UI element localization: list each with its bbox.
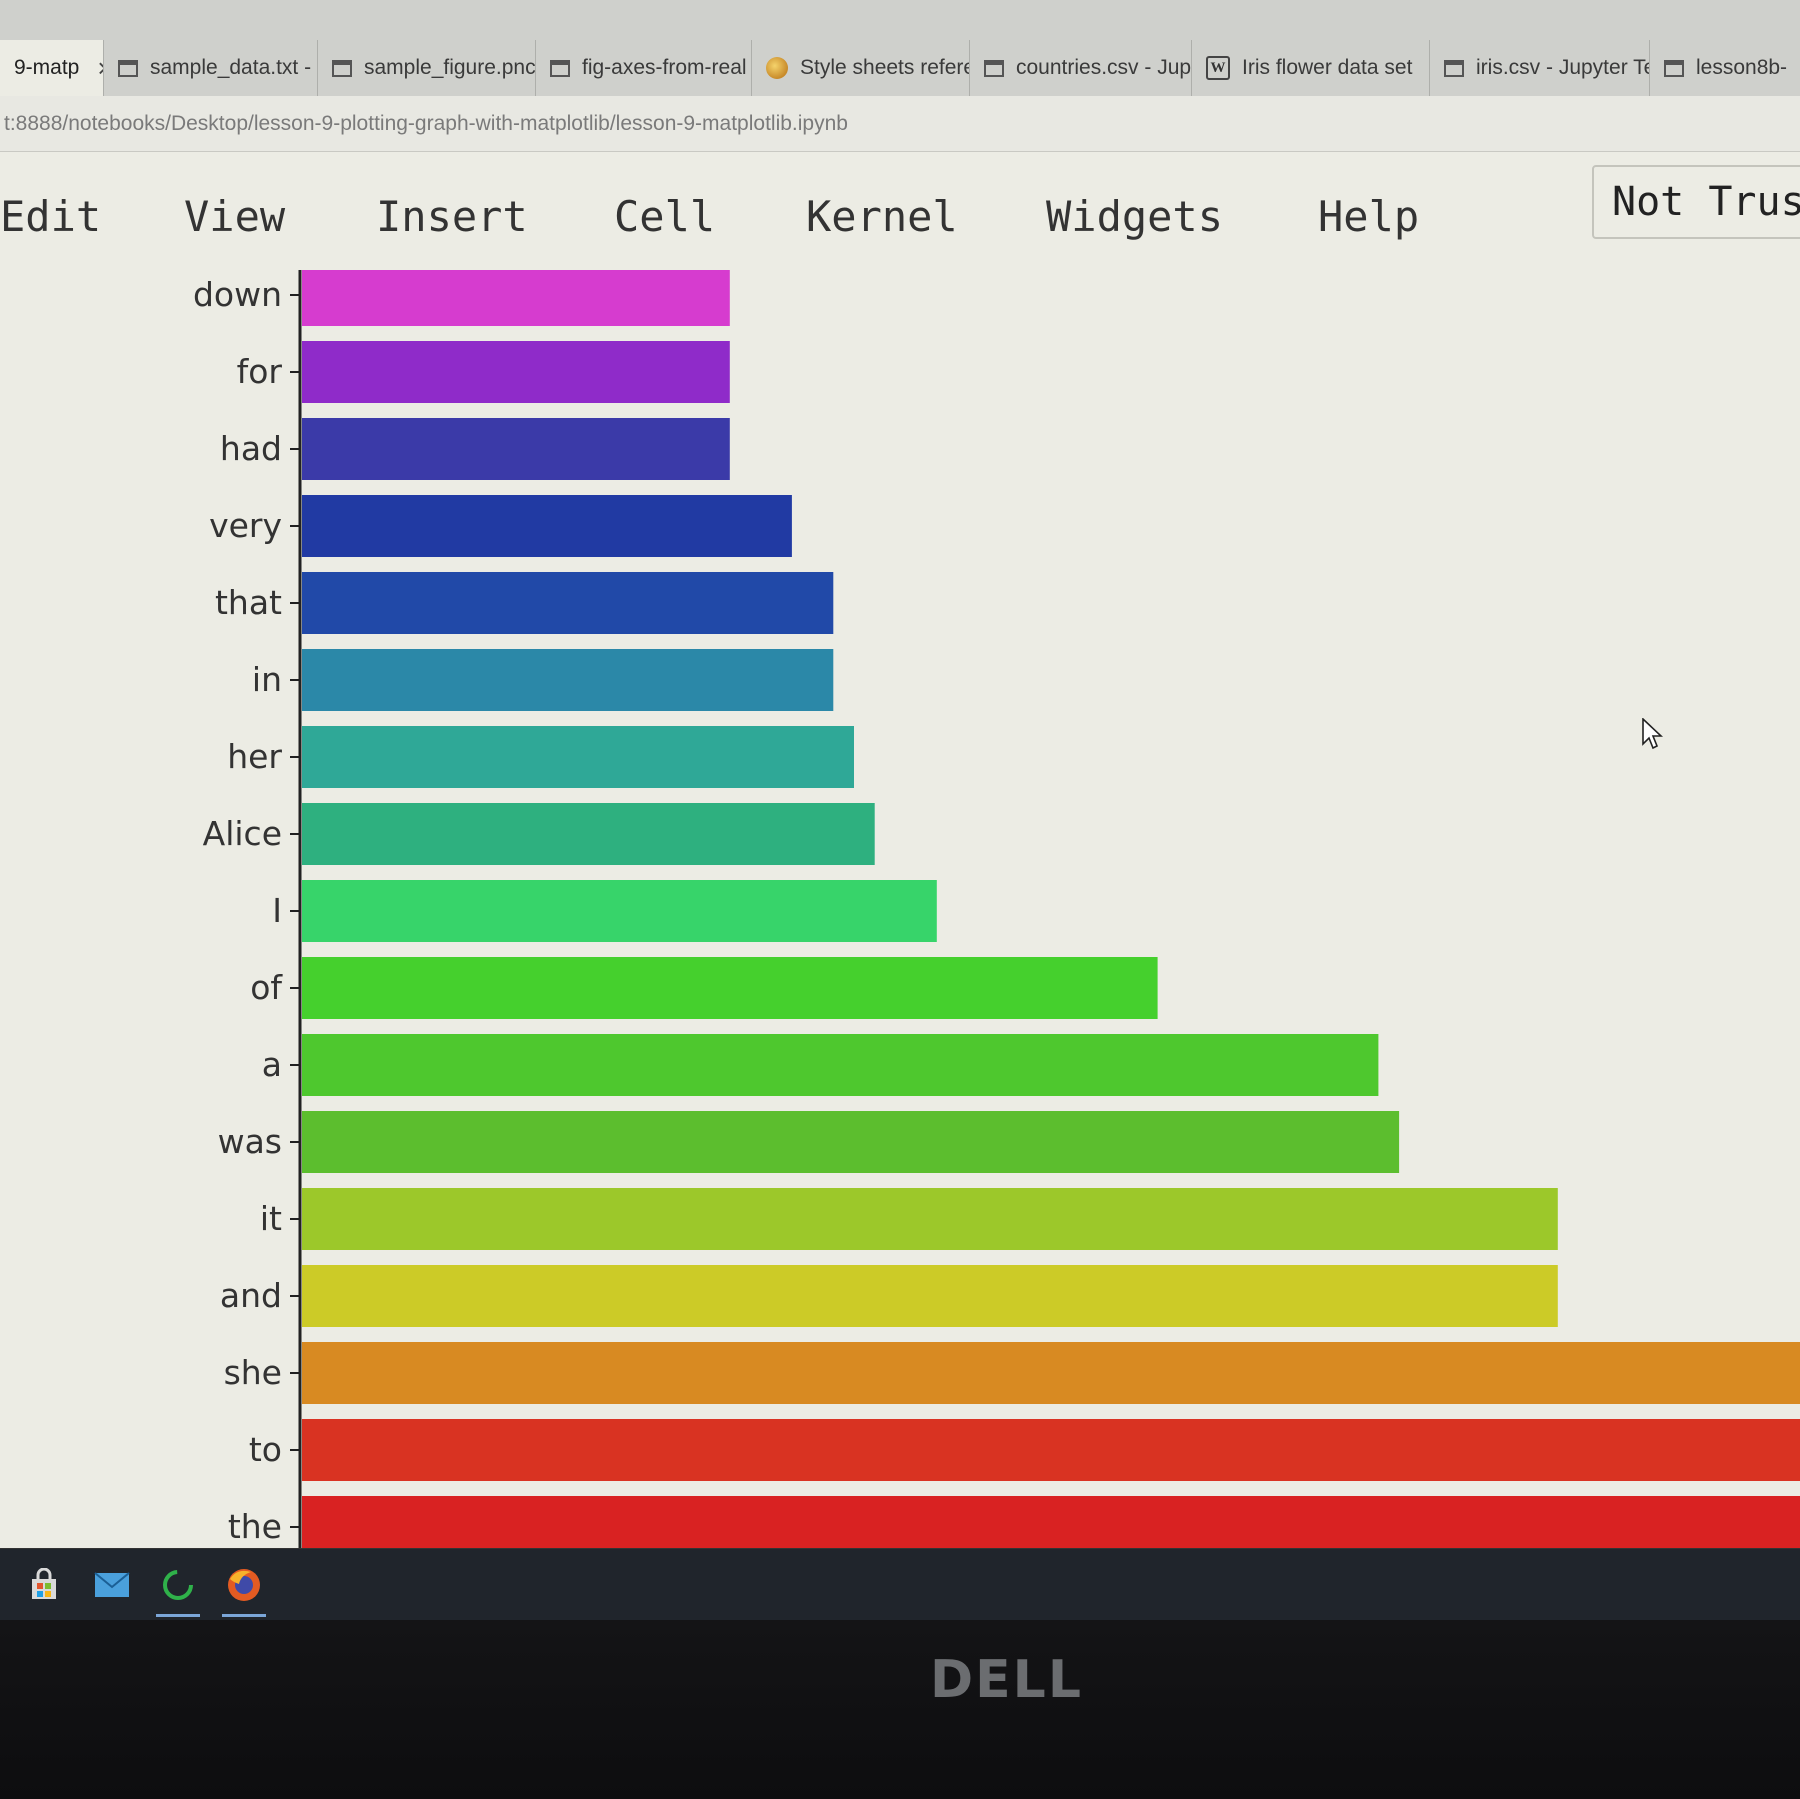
address-url: t:8888/notebooks/Desktop/lesson-9-plotti…	[4, 112, 848, 135]
y-tick-label: Alice	[203, 814, 282, 853]
browser-tab[interactable]: 9-matp ×	[0, 40, 104, 96]
browser-tab-label: countries.csv - Jup	[1016, 56, 1192, 79]
mouse-cursor-icon	[1642, 718, 1664, 750]
bar-in	[302, 649, 834, 711]
browser-tab-label: Iris flower data set	[1242, 56, 1413, 79]
y-tick-label: down	[193, 275, 282, 314]
jupyter-icon[interactable]	[152, 1559, 204, 1617]
browser-tab-label: lesson8b-	[1696, 56, 1788, 79]
y-tick-label: for	[237, 352, 283, 391]
jupyter-menubar: Edit View Insert Cell Kernel Widgets Hel…	[0, 152, 1800, 270]
store-icon[interactable]	[18, 1559, 70, 1611]
y-tick-label: of	[250, 968, 283, 1007]
page-icon	[332, 59, 352, 77]
monitor-brand-logo: DELL	[930, 1650, 1083, 1710]
browser-tab[interactable]: sample_figure.pnc	[318, 40, 536, 96]
y-tick-label: it	[260, 1199, 282, 1238]
y-tick-label: her	[227, 737, 282, 776]
bar-had	[302, 418, 730, 480]
browser-tab-label: sample_data.txt -	[150, 56, 312, 79]
monitor-bezel	[0, 1620, 1800, 1799]
browser-tab[interactable]: Style sheets refere	[752, 40, 970, 96]
bar-her	[302, 726, 854, 788]
page-icon	[550, 59, 570, 77]
y-tick-label: very	[209, 506, 282, 545]
browser-tab[interactable]: fig-axes-from-real	[536, 40, 752, 96]
browser-tab[interactable]: lesson8b-	[1650, 40, 1800, 96]
bar-for	[302, 341, 730, 403]
browser-tab[interactable]: iris.csv - Jupyter Te	[1430, 40, 1650, 96]
y-tick-label: to	[249, 1430, 282, 1469]
wikipedia-icon: W	[1206, 56, 1230, 80]
bar-and	[302, 1265, 1558, 1327]
bar-that	[302, 572, 834, 634]
browser-tab-label: fig-axes-from-real	[582, 56, 747, 79]
y-tick-label: in	[252, 660, 282, 699]
close-tab-icon[interactable]: ×	[97, 53, 103, 84]
bar-alice	[302, 803, 875, 865]
y-tick-label: a	[262, 1045, 282, 1084]
browser-tab[interactable]: sample_data.txt -	[104, 40, 318, 96]
bar-of	[302, 957, 1158, 1019]
menu-widgets[interactable]: Widgets	[1046, 192, 1224, 241]
matplotlib-icon	[766, 57, 788, 79]
windows-taskbar	[0, 1548, 1800, 1621]
not-trusted-badge[interactable]: Not Trust	[1592, 165, 1800, 239]
bar-a	[302, 1034, 1379, 1096]
page-icon	[1444, 59, 1464, 77]
menu-kernel[interactable]: Kernel	[806, 192, 958, 241]
bar-down	[302, 270, 730, 326]
menu-edit[interactable]: Edit	[0, 192, 102, 241]
y-tick-label: was	[218, 1122, 282, 1161]
browser-tab[interactable]: countries.csv - Jup	[970, 40, 1192, 96]
browser-tab-label: Style sheets refere	[800, 56, 970, 79]
bar-to	[302, 1419, 1800, 1481]
browser-tab-label: iris.csv - Jupyter Te	[1476, 56, 1650, 79]
menu-view[interactable]: View	[184, 192, 286, 241]
bar-i	[302, 880, 937, 942]
monitor-screen: 9-matp × sample_data.txt - sample_figure.pn…	[0, 0, 1800, 1560]
bar-it	[302, 1188, 1558, 1250]
page-icon	[118, 59, 138, 77]
y-tick-label: I	[272, 891, 282, 930]
menu-insert[interactable]: Insert	[376, 192, 528, 241]
bar-the	[302, 1496, 1800, 1558]
y-tick-label: had	[220, 429, 282, 468]
page-icon	[1664, 59, 1684, 77]
bar-very	[302, 495, 792, 557]
y-tick-label: and	[220, 1276, 282, 1315]
browser-tab-label: 9-matp	[14, 56, 80, 79]
browser-tab[interactable]: W Iris flower data set	[1192, 40, 1430, 96]
mail-icon[interactable]	[86, 1559, 138, 1611]
y-tick-label: she	[224, 1353, 282, 1392]
browser-tab-strip: 9-matp × sample_data.txt - sample_figure.pn…	[0, 0, 1800, 97]
bar-she	[302, 1342, 1800, 1404]
firefox-icon[interactable]	[218, 1559, 270, 1617]
y-tick-label: the	[228, 1507, 282, 1546]
bar-was	[302, 1111, 1400, 1173]
browser-tab-label: sample_figure.pnc	[364, 56, 536, 79]
menu-cell[interactable]: Cell	[614, 192, 716, 241]
menu-help[interactable]: Help	[1318, 192, 1420, 241]
page-icon	[984, 59, 1004, 77]
y-tick-label: that	[215, 583, 282, 622]
chart-svg: down for had very that in her Alice Iof a was it and…	[193, 270, 1800, 1560]
address-bar[interactable]: t:8888/notebooks/Desktop/lesson-9-plotti…	[0, 96, 1800, 152]
